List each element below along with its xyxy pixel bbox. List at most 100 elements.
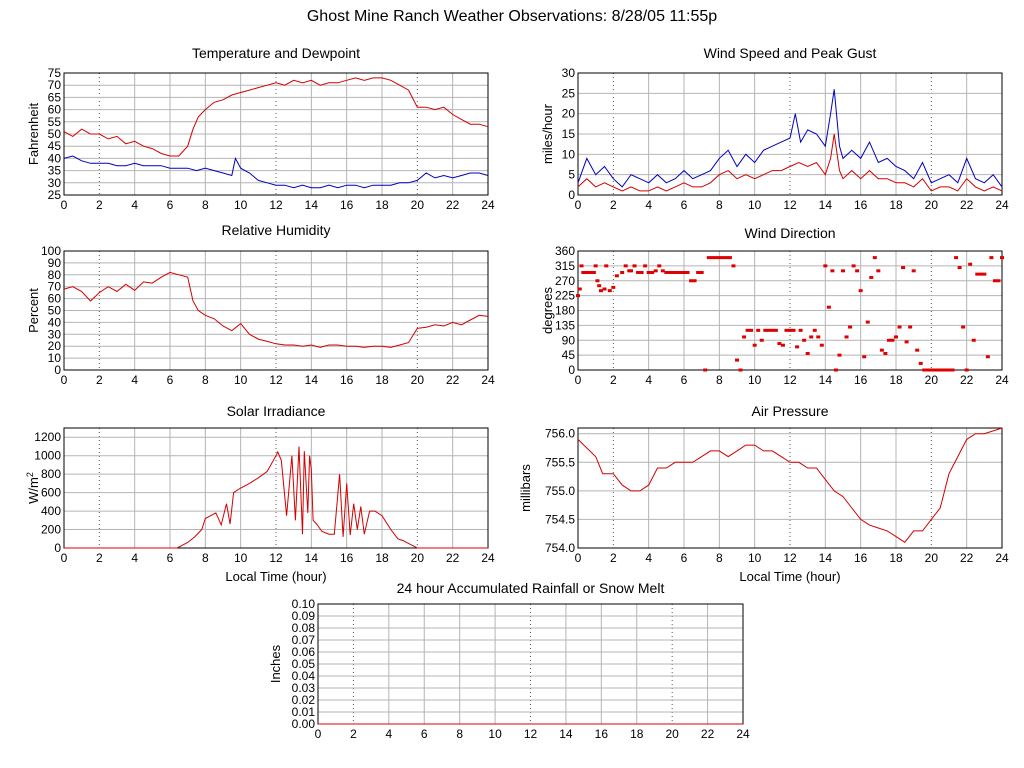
rh-plot-frame (63, 250, 489, 371)
rain-y-label: Inches (268, 644, 283, 683)
winddir-point (936, 368, 941, 372)
rain-y-tick-label: 0.08 (292, 621, 316, 635)
winddir-point (724, 256, 729, 260)
page-title: Ghost Mine Ranch Weather Observations: 8… (306, 8, 718, 25)
winddir-point (918, 361, 923, 365)
winddir-point (915, 348, 920, 352)
temp-y-tick-label: 55 (48, 115, 62, 129)
pressure-y-label: millibars (518, 464, 533, 512)
rain-y-tick-label: 0.05 (292, 657, 316, 671)
winddir-x-tick-label: 10 (748, 373, 762, 387)
solar-plot-frame (63, 427, 489, 549)
winddir-point (971, 338, 976, 342)
winddir-x-tick-label: 8 (716, 373, 723, 387)
rain-x-tick-label: 0 (315, 727, 322, 741)
winddir-point (770, 328, 775, 332)
rh-y-tick-label: 80 (48, 268, 62, 282)
winddir-point (858, 289, 863, 293)
temp-x-tick-label: 6 (167, 198, 174, 212)
solar-y-tick-label: 1000 (34, 449, 61, 463)
wind-x-tick-label: 24 (995, 198, 1009, 212)
rain-y-tick-label: 0.03 (292, 681, 316, 695)
winddir-point (699, 270, 704, 274)
temp-title: Temperature and Dewpoint (192, 45, 360, 61)
wind-x-tick-label: 22 (960, 198, 974, 212)
temp-y-tick-label: 25 (48, 188, 62, 202)
rh-series-line-0 (63, 271, 489, 348)
rain-x-tick-label: 14 (559, 727, 573, 741)
wind-plot-frame (577, 72, 1003, 196)
temp-y-tick-label: 40 (48, 151, 62, 165)
winddir-point (706, 256, 711, 260)
wind-y-tick-label: 15 (562, 127, 576, 141)
rh-x-tick-label: 16 (340, 373, 354, 387)
rh-y-tick-label: 60 (48, 292, 62, 306)
rh-y-tick-label: 20 (48, 339, 62, 353)
rh-x-tick-label: 0 (61, 373, 68, 387)
rain-x-tick-label: 24 (736, 727, 750, 741)
wind-y-tick-label: 30 (562, 66, 576, 80)
wind-x-tick-label: 4 (645, 198, 652, 212)
winddir-point (862, 355, 867, 359)
solar-x-tick-label: 14 (305, 551, 319, 565)
rain-y-tick-label: 0.02 (292, 693, 316, 707)
winddir-y-tick-label: 0 (568, 363, 575, 377)
winddir-point (819, 343, 824, 347)
pressure-x-tick-label: 2 (610, 551, 617, 565)
winddir-point (908, 325, 913, 329)
winddir-point (643, 264, 648, 268)
winddir-point (660, 269, 665, 273)
winddir-point (780, 343, 785, 347)
winddir-point (710, 256, 715, 260)
winddir-point (805, 351, 810, 355)
wind-y-tick-label: 5 (568, 168, 575, 182)
rh-x-tick-label: 10 (234, 373, 248, 387)
pressure-y-tick-label: 754.0 (545, 541, 575, 555)
rh-x-tick-label: 4 (131, 373, 138, 387)
wind-x-tick-label: 2 (610, 198, 617, 212)
winddir-point (602, 287, 607, 291)
solar-x-tick-label: 18 (375, 551, 389, 565)
winddir-point (982, 272, 987, 276)
winddir-point (985, 355, 990, 359)
winddir-point (752, 343, 757, 347)
winddir-x-tick-label: 20 (925, 373, 939, 387)
temp-x-tick-label: 10 (234, 198, 248, 212)
pressure-x-label: Local Time (hour) (739, 569, 840, 584)
winddir-point (957, 266, 962, 270)
winddir-point (650, 270, 655, 274)
pressure-y-tick-label: 755.5 (545, 455, 575, 469)
winddir-point (851, 264, 856, 268)
pressure-plot-frame (577, 427, 1003, 549)
temp-x-tick-label: 22 (446, 198, 460, 212)
wind-x-tick-label: 8 (716, 198, 723, 212)
winddir-point (604, 264, 609, 268)
wind-y-label: miles/hour (540, 103, 555, 164)
wind-y-tick-label: 0 (568, 188, 575, 202)
winddir-point (816, 335, 821, 339)
winddir-point (925, 368, 930, 372)
winddir-point (894, 335, 898, 339)
temp-x-tick-label: 20 (411, 198, 425, 212)
temp-series-line-0 (63, 77, 489, 157)
wind-title: Wind Speed and Peak Gust (704, 45, 877, 61)
winddir-point (763, 328, 768, 332)
pressure-x-tick-label: 6 (681, 551, 688, 565)
wind-x-tick-label: 20 (925, 198, 939, 212)
winddir-point (947, 368, 951, 372)
temp-y-tick-label: 70 (48, 78, 62, 92)
wind-x-tick-label: 6 (681, 198, 688, 212)
pressure-series-line-0 (577, 427, 1003, 543)
temp-x-tick-label: 4 (131, 198, 138, 212)
winddir-point (932, 368, 937, 372)
winddir-x-tick-label: 2 (610, 373, 617, 387)
solar-title: Solar Irradiance (227, 403, 326, 419)
winddir-point (731, 264, 736, 268)
winddir-point (614, 274, 619, 278)
pressure-title: Air Pressure (751, 403, 828, 419)
winddir-point (964, 368, 969, 372)
temp-y-tick-label: 65 (48, 90, 62, 104)
